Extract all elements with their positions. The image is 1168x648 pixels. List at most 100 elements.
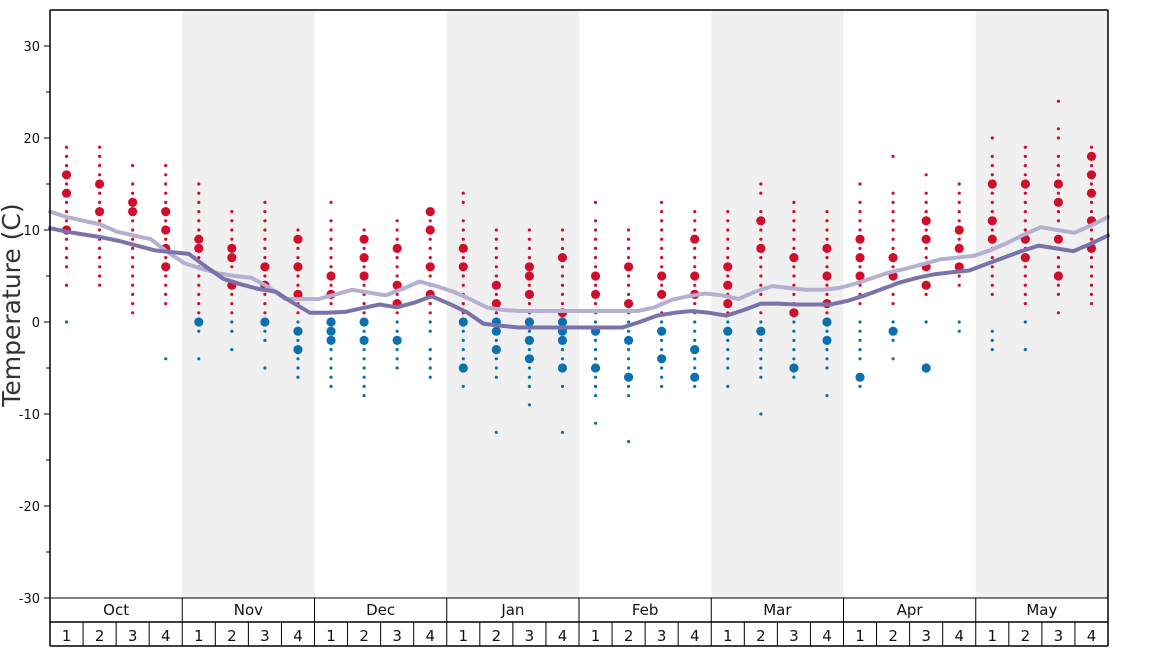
warm-observation-dot xyxy=(924,173,928,177)
warm-observation-dot xyxy=(858,265,862,269)
cold-observation-dot xyxy=(957,320,961,324)
warm-observation-dot xyxy=(94,207,105,217)
cold-observation-dot xyxy=(858,357,862,361)
lower-line xyxy=(48,226,1110,330)
warm-observation-dot xyxy=(326,271,336,281)
warm-observation-dot xyxy=(759,265,763,269)
warm-observation-dot xyxy=(97,283,102,287)
cold-observation-dot xyxy=(326,317,336,327)
cold-observation-dot xyxy=(527,403,532,407)
warm-observation-dot xyxy=(263,292,267,296)
cold-observation-dot xyxy=(428,320,432,324)
month-band-jan xyxy=(446,10,579,598)
warm-observation-dot xyxy=(527,246,532,250)
warm-observation-dot xyxy=(194,243,204,253)
warm-observation-dot xyxy=(428,274,432,278)
warm-observation-dot xyxy=(359,271,369,281)
cold-observation-dot xyxy=(395,357,399,361)
warm-observation-dot xyxy=(626,292,631,296)
warm-observation-dot xyxy=(626,274,631,278)
month-label-may: May xyxy=(1026,601,1057,619)
cold-observation-dot xyxy=(690,345,700,355)
warm-observation-dot xyxy=(693,210,697,214)
cold-observation-dot xyxy=(527,375,532,379)
warm-observation-dot xyxy=(164,173,168,177)
warm-observation-dot xyxy=(263,210,267,214)
warm-observation-dot xyxy=(921,234,931,244)
cold-observation-dot xyxy=(858,384,862,388)
warm-observation-dot xyxy=(660,256,664,260)
cold-observation-dot xyxy=(726,320,730,324)
warm-observation-dot xyxy=(64,237,69,241)
cold-observation-dot xyxy=(428,375,432,379)
cold-observation-dot xyxy=(693,338,697,342)
cold-observation-dot xyxy=(560,430,565,434)
warm-observation-dot xyxy=(792,274,796,278)
warm-observation-dot xyxy=(359,253,369,263)
warm-observation-dot xyxy=(296,283,300,287)
warm-observation-dot xyxy=(329,237,333,241)
cold-observation-dot xyxy=(230,320,234,324)
week-label: 2 xyxy=(359,627,369,645)
warm-observation-dot xyxy=(1056,283,1061,287)
warm-observation-dot xyxy=(128,197,138,207)
warm-observation-dot xyxy=(1023,283,1027,287)
warm-observation-dot xyxy=(524,262,535,272)
warm-observation-dot xyxy=(990,274,994,278)
warm-observation-dot xyxy=(891,302,895,306)
week-label: 2 xyxy=(1021,627,1031,645)
warm-observation-dot xyxy=(97,191,102,195)
warm-observation-dot xyxy=(197,228,201,232)
warm-observation-dot xyxy=(164,292,168,296)
cold-observation-dot xyxy=(296,357,300,361)
warm-observation-dot xyxy=(1086,151,1097,161)
warm-observation-dot xyxy=(1089,256,1094,260)
month-band-may xyxy=(975,10,1108,598)
warm-observation-dot xyxy=(723,299,733,309)
warm-observation-dot xyxy=(756,243,766,253)
warm-observation-dot xyxy=(131,265,135,269)
cold-observation-dot xyxy=(362,366,366,370)
cold-observation-dot xyxy=(524,354,535,364)
warm-observation-dot xyxy=(395,292,399,296)
cold-observation-dot xyxy=(792,320,796,324)
y-axis: 30 20 10 0 -10 -20 -30 xyxy=(19,40,50,607)
week-label: 2 xyxy=(492,627,502,645)
warm-observation-dot xyxy=(395,274,399,278)
cold-observation-dot xyxy=(461,329,465,333)
warm-observation-dot xyxy=(891,246,895,250)
cold-observation-dot xyxy=(792,357,796,361)
cold-observation-dot xyxy=(825,329,829,333)
warm-observation-dot xyxy=(263,237,267,241)
warm-observation-dot xyxy=(623,262,634,272)
x-axis: Oct 1 2 3 4 Nov 1 2 3 4 Dec 1 2 3 4 Jan 1 2 3 4 Feb 1 2 3 4 Mar 1 2… xyxy=(62,598,1096,646)
warm-observation-dot xyxy=(227,253,237,263)
warm-observation-dot xyxy=(1089,145,1094,149)
cold-observation-dot xyxy=(759,348,763,352)
warm-observation-dot xyxy=(1056,256,1061,260)
cold-observation-dot xyxy=(626,320,631,324)
warm-observation-dot xyxy=(593,237,598,241)
warm-observation-dot xyxy=(726,256,730,260)
cold-observation-dot xyxy=(693,357,697,361)
cold-observation-dot xyxy=(494,430,498,434)
warm-observation-dot xyxy=(425,207,435,217)
cold-observation-dot xyxy=(891,357,895,361)
warm-observation-dot xyxy=(97,228,102,232)
warm-observation-dot xyxy=(726,210,730,214)
warm-observation-dot xyxy=(395,237,399,241)
warm-observation-dot xyxy=(97,200,102,204)
warm-observation-dot xyxy=(792,292,796,296)
warm-observation-dot xyxy=(296,246,300,250)
week-label: 3 xyxy=(260,627,270,645)
week-label: 3 xyxy=(392,627,402,645)
cold-observation-dot xyxy=(1023,348,1027,352)
cold-observation-dot xyxy=(1023,320,1027,324)
warm-observation-dot xyxy=(557,253,568,263)
week-label: 2 xyxy=(95,627,105,645)
warm-observation-dot xyxy=(1089,228,1094,232)
warm-observation-dot xyxy=(825,292,829,296)
cold-observation-dot xyxy=(693,384,697,388)
cold-observation-dot xyxy=(891,338,895,342)
warm-observation-dot xyxy=(990,265,994,269)
